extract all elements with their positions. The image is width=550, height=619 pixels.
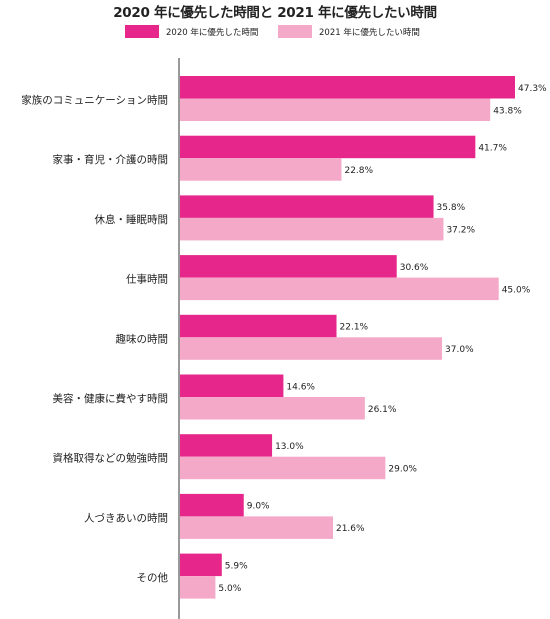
bar-2020 [180, 135, 476, 159]
category-label: 家事・育児・介護の時間 [53, 153, 169, 166]
data-label-2020: 14.6% [286, 382, 315, 392]
bar-2020 [180, 493, 244, 517]
data-label-2020: 47.3% [518, 84, 547, 94]
bar-2020 [180, 195, 434, 218]
data-label-2021: 37.0% [445, 345, 474, 355]
category-label: 資格取得などの勉強時間 [53, 452, 169, 465]
legend-swatch-2021 [278, 25, 312, 38]
data-label-2020: 30.6% [400, 263, 429, 273]
bar-2021 [180, 456, 386, 480]
bar-2020 [180, 374, 284, 397]
data-label-2021: 21.6% [336, 524, 365, 534]
data-label-2020: 22.1% [340, 323, 369, 333]
bar-2021 [180, 516, 333, 539]
bar-2020 [180, 76, 515, 99]
category-label: その他 [137, 571, 169, 584]
category-label: 家族のコミュニケーション時間 [21, 94, 168, 107]
bar-2021 [180, 277, 499, 301]
bar-2020 [180, 255, 397, 278]
bar-2021 [180, 98, 491, 121]
data-label-2021: 29.0% [388, 464, 417, 474]
category-label: 趣味の時間 [116, 332, 169, 345]
bar-2021 [180, 337, 443, 360]
data-label-2020: 5.9% [225, 561, 248, 571]
bar-2021 [180, 576, 216, 599]
legend-label-2020: 2020 年に優先した時間 [166, 27, 259, 38]
data-label-2020: 41.7% [478, 143, 507, 153]
data-label-2020: 9.0% [247, 502, 270, 512]
bar-2020 [180, 314, 337, 338]
bar-2021 [180, 217, 444, 241]
legend-item-2021: 2021 年に優先したい時間 [278, 25, 420, 38]
data-label-2020: 35.8% [437, 203, 466, 213]
category-label: 仕事時間 [126, 273, 168, 286]
bar-2020 [180, 434, 273, 457]
legend-label-2021: 2021 年に優先したい時間 [319, 27, 420, 38]
data-label-2021: 26.1% [368, 405, 397, 415]
data-label-2020: 13.0% [275, 442, 304, 452]
data-label-2021: 37.2% [446, 226, 475, 236]
bar-2021 [180, 158, 342, 181]
data-label-2021: 43.8% [493, 106, 522, 116]
data-label-2021: 45.0% [502, 285, 531, 295]
category-label: 美容・健康に費やす時間 [53, 392, 169, 405]
legend-item-2020: 2020 年に優先した時間 [125, 25, 258, 38]
legend-swatch-2020 [125, 25, 159, 38]
bar-2020 [180, 553, 222, 577]
data-label-2021: 22.8% [344, 166, 373, 176]
category-label: 休息・睡眠時間 [95, 213, 169, 226]
data-label-2021: 5.0% [218, 584, 241, 594]
category-label: 人づきあいの時間 [84, 512, 168, 524]
chart-title: 2020 年に優先した時間と 2021 年に優先したい時間 [113, 5, 437, 21]
bar-2021 [180, 397, 365, 420]
